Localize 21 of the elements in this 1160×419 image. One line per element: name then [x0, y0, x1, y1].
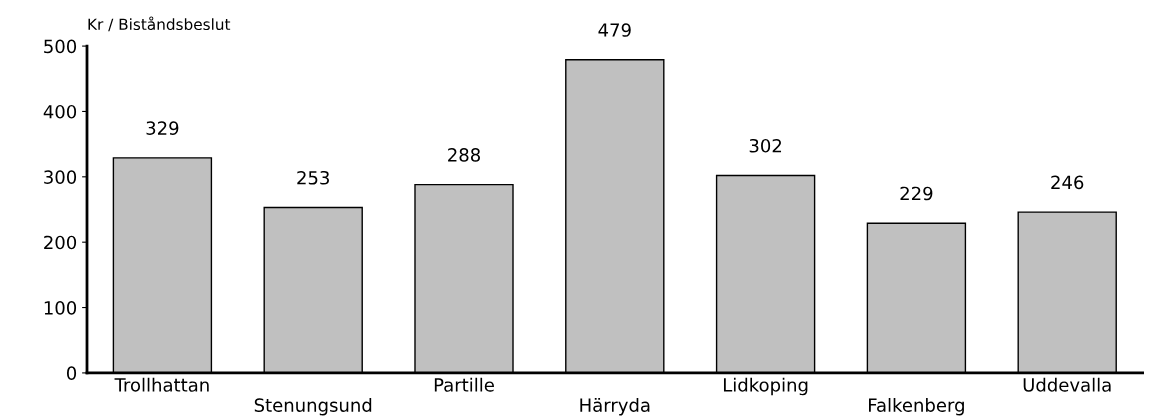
x-tick-label: Härryda — [580, 397, 650, 416]
y-tick-label: 500 — [44, 39, 77, 54]
data-label: 302 — [749, 138, 782, 153]
x-tick-label: Uddevalla — [1023, 377, 1111, 392]
x-tick-label: Stenungsund — [254, 397, 372, 416]
data-label: 329 — [146, 121, 179, 135]
x-tick-label: Falkenberg — [869, 397, 964, 416]
y-tick-label: 300 — [44, 170, 77, 184]
y-axis-title: Kr / Biståndsbeslut — [88, 16, 231, 32]
y-tick-label: 0 — [66, 366, 77, 381]
y-tick-label: 100 — [44, 301, 77, 315]
x-tick-label: Trollhattan — [114, 377, 209, 392]
data-label: 288 — [448, 148, 480, 162]
data-label: 253 — [297, 170, 329, 185]
data-label: 246 — [1051, 175, 1084, 190]
x-tick-label: Lidkoping — [723, 377, 808, 396]
x-tick-label: Partille — [434, 377, 494, 392]
y-tick-label: 400 — [43, 104, 77, 119]
data-label: 479 — [598, 23, 631, 37]
y-tick-label: 200 — [44, 235, 77, 250]
data-label: 229 — [900, 186, 933, 201]
